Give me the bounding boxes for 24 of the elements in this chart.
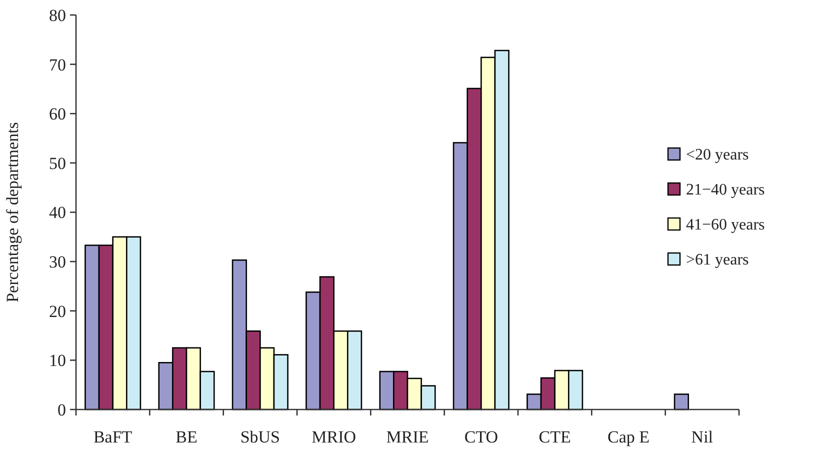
y-tick-label: 0 — [58, 400, 66, 420]
legend-label: 21−40 years — [686, 182, 765, 199]
x-tick-label: MRIE — [386, 428, 429, 446]
y-axis-title: Percentage of departments — [3, 122, 22, 302]
y-tick-label: 80 — [49, 6, 66, 25]
x-tick-label: Nil — [691, 428, 714, 446]
y-tick-label: 20 — [49, 302, 66, 321]
x-tick-label: CTE — [538, 428, 571, 446]
legend-label: >61 years — [686, 252, 749, 269]
x-tick-label: BaFT — [93, 428, 133, 446]
bar — [674, 394, 690, 410]
x-tick-label: CTO — [464, 428, 498, 446]
legend-label: 41−60 years — [686, 216, 765, 234]
y-tick-label: 70 — [49, 55, 66, 74]
y-tick-label: 30 — [49, 252, 66, 272]
y-tick-label: 60 — [49, 104, 66, 124]
x-tick-label: SbUS — [240, 428, 280, 446]
x-tick-label: MRIO — [312, 428, 356, 446]
y-tick-label: 40 — [49, 203, 66, 222]
y-tick-label: 50 — [49, 154, 66, 173]
x-tick-label: BE — [176, 428, 198, 446]
y-tick-label: 10 — [49, 351, 66, 370]
legend-label: <20 years — [686, 146, 749, 164]
x-tick-label: Cap E — [607, 428, 650, 446]
